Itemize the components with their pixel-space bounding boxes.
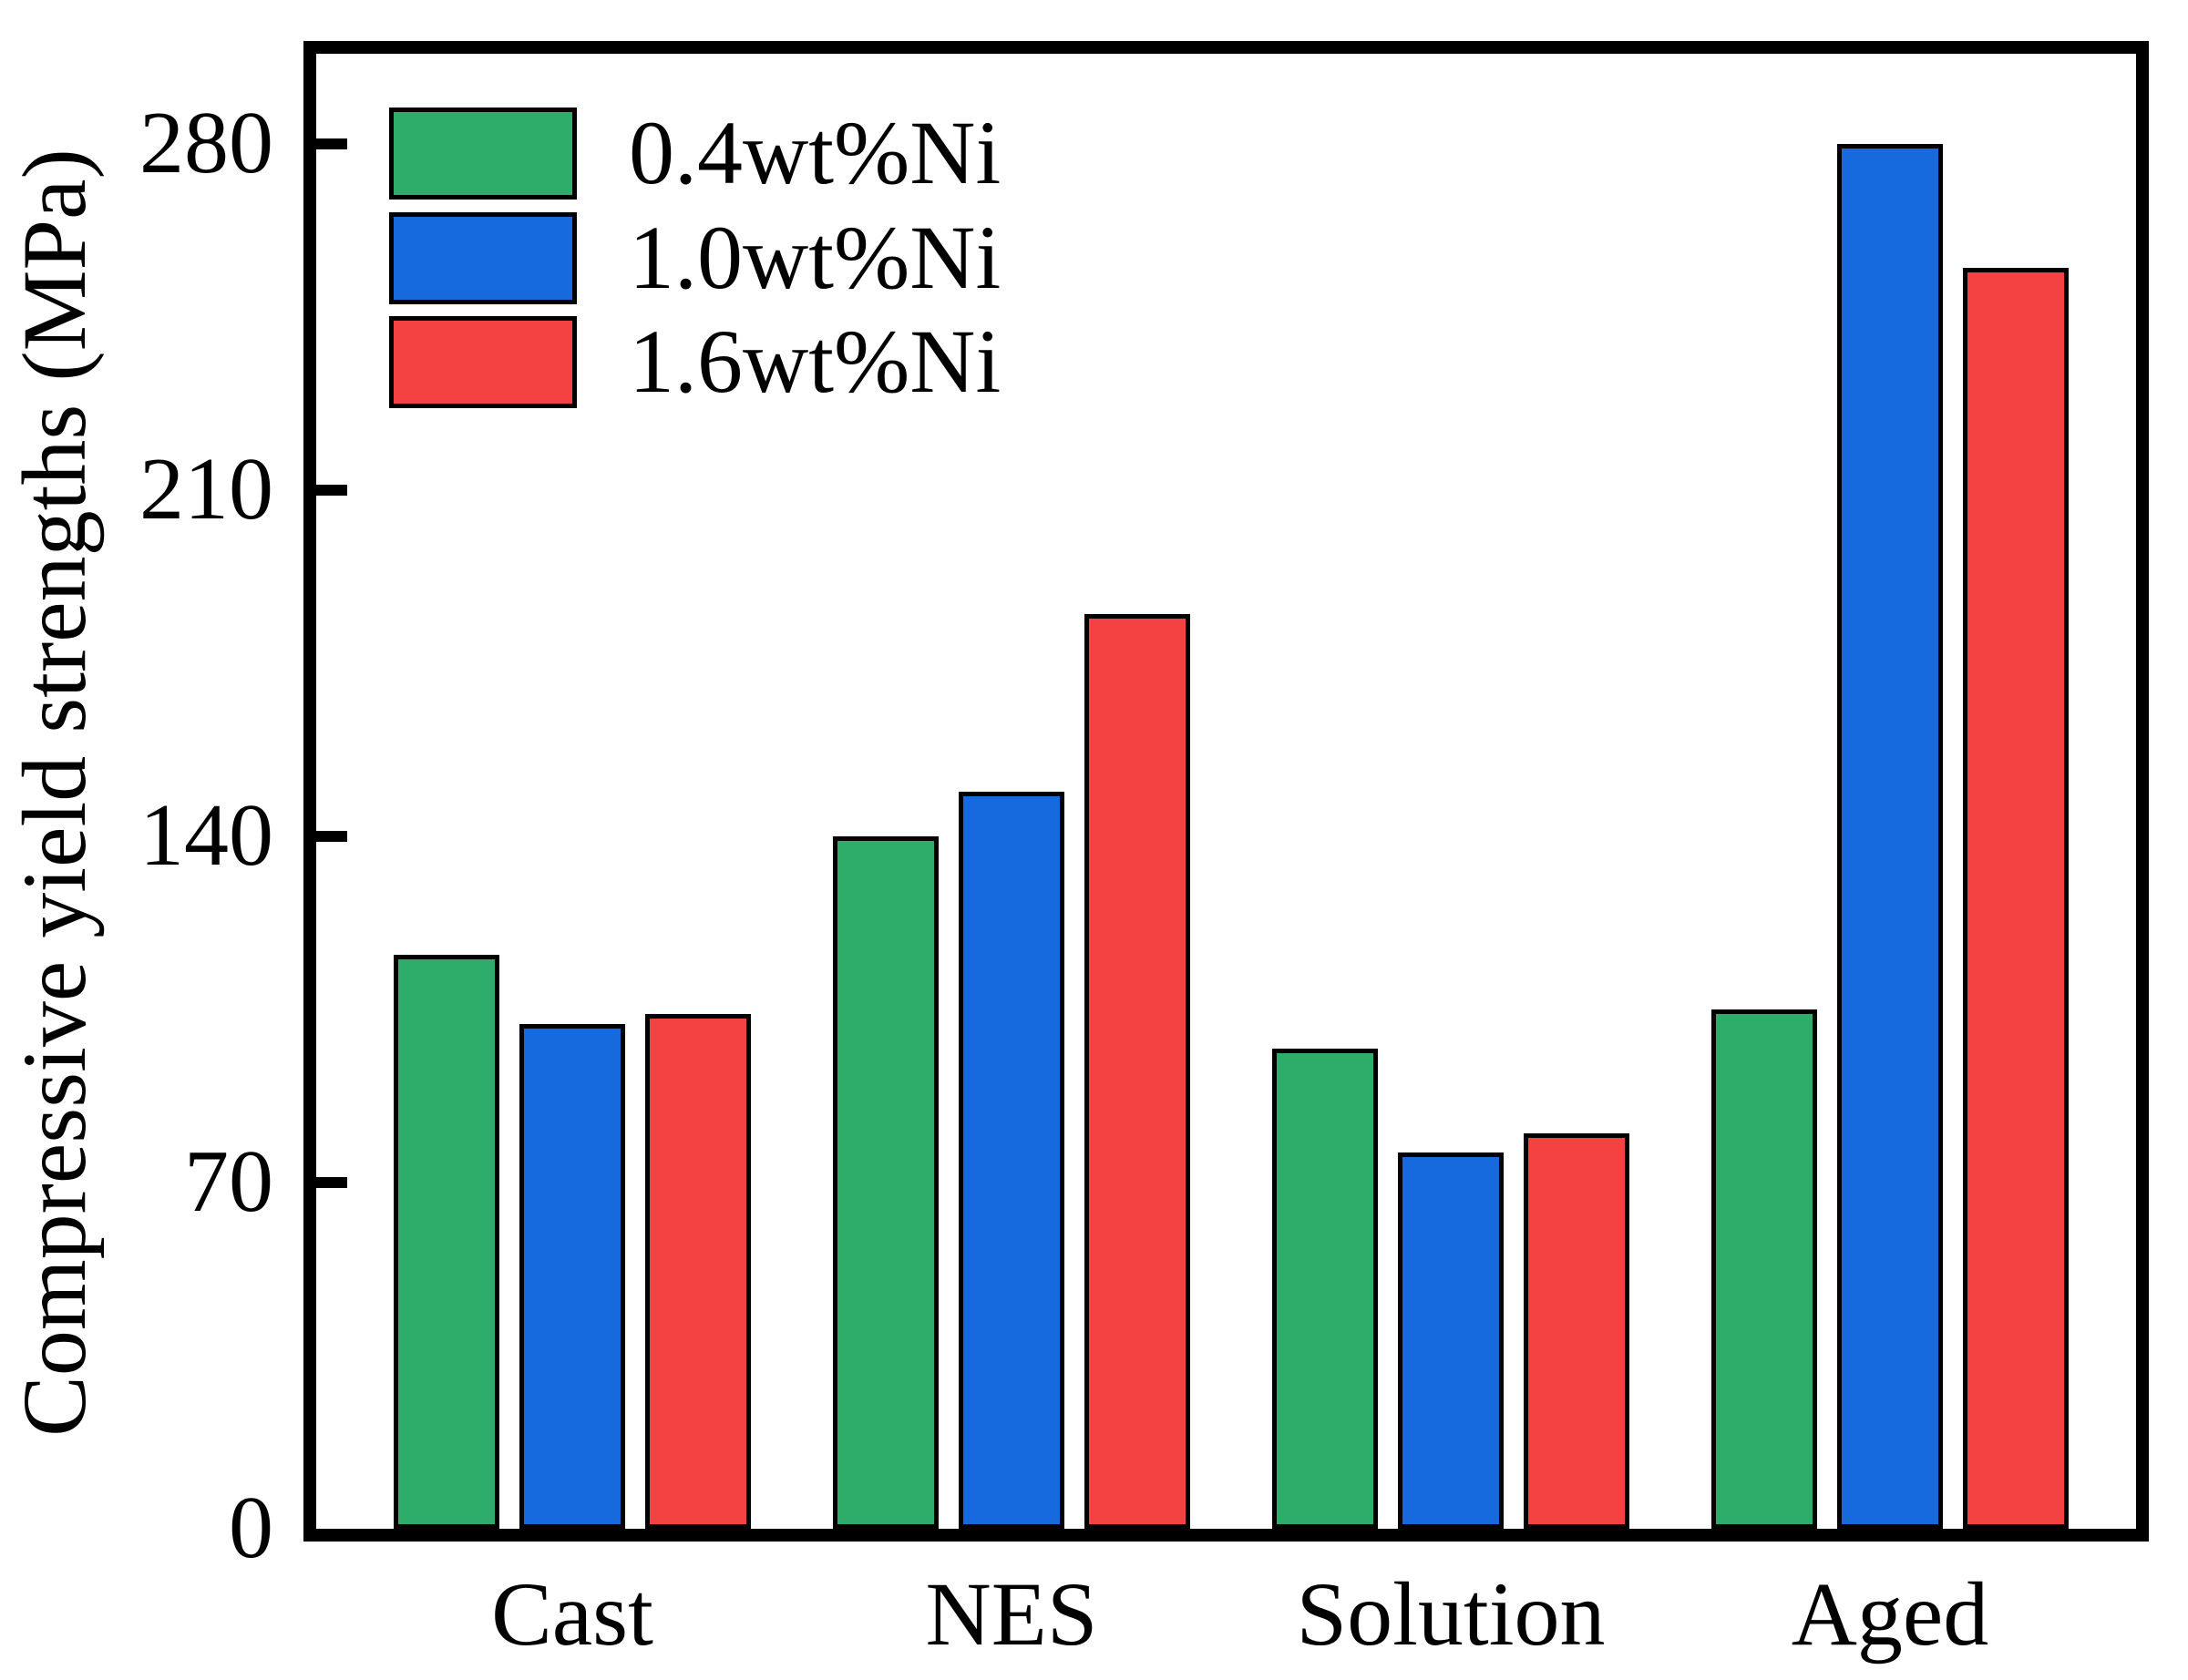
- x-category-label: Solution: [1296, 1563, 1606, 1665]
- legend-label: 1.0wt%Ni: [629, 206, 1002, 308]
- x-category-label: Aged: [1791, 1563, 1989, 1665]
- legend-swatch: [389, 108, 577, 200]
- plot-area: 0.4wt%Ni 1.0wt%Ni 1.6wt%Ni: [303, 41, 2149, 1542]
- y-tick: [316, 1177, 347, 1188]
- bar-aged-1.0wt%Ni: [1837, 144, 1943, 1529]
- bar-solution-1.0wt%Ni: [1398, 1152, 1504, 1529]
- y-tick-label: 70: [184, 1132, 273, 1231]
- bar-solution-1.6wt%Ni: [1524, 1133, 1629, 1529]
- y-tick: [316, 138, 347, 149]
- legend-swatch: [389, 316, 577, 408]
- bar-nes-1.6wt%Ni: [1084, 614, 1190, 1529]
- legend-label: 0.4wt%Ni: [629, 102, 1002, 203]
- y-tick-label: 280: [139, 94, 273, 192]
- y-tick: [316, 485, 347, 496]
- bar-cast-0.4wt%Ni: [394, 955, 499, 1529]
- legend-label: 1.6wt%Ni: [629, 311, 1002, 412]
- y-tick-label: 210: [139, 440, 273, 538]
- y-tick-label: 0: [229, 1479, 273, 1577]
- bar-aged-1.6wt%Ni: [1963, 268, 2069, 1529]
- x-category-label: NES: [925, 1563, 1098, 1665]
- bar-nes-1.0wt%Ni: [959, 792, 1064, 1529]
- bar-nes-0.4wt%Ni: [833, 836, 939, 1529]
- y-tick: [316, 831, 347, 842]
- bar-cast-1.0wt%Ni: [519, 1024, 625, 1529]
- bar-solution-0.4wt%Ni: [1272, 1049, 1378, 1529]
- y-tick-label: 140: [139, 786, 273, 885]
- x-category-label: Cast: [491, 1563, 653, 1665]
- bar-cast-1.6wt%Ni: [645, 1014, 751, 1529]
- bar-aged-0.4wt%Ni: [1711, 1009, 1817, 1529]
- legend-swatch: [389, 211, 577, 304]
